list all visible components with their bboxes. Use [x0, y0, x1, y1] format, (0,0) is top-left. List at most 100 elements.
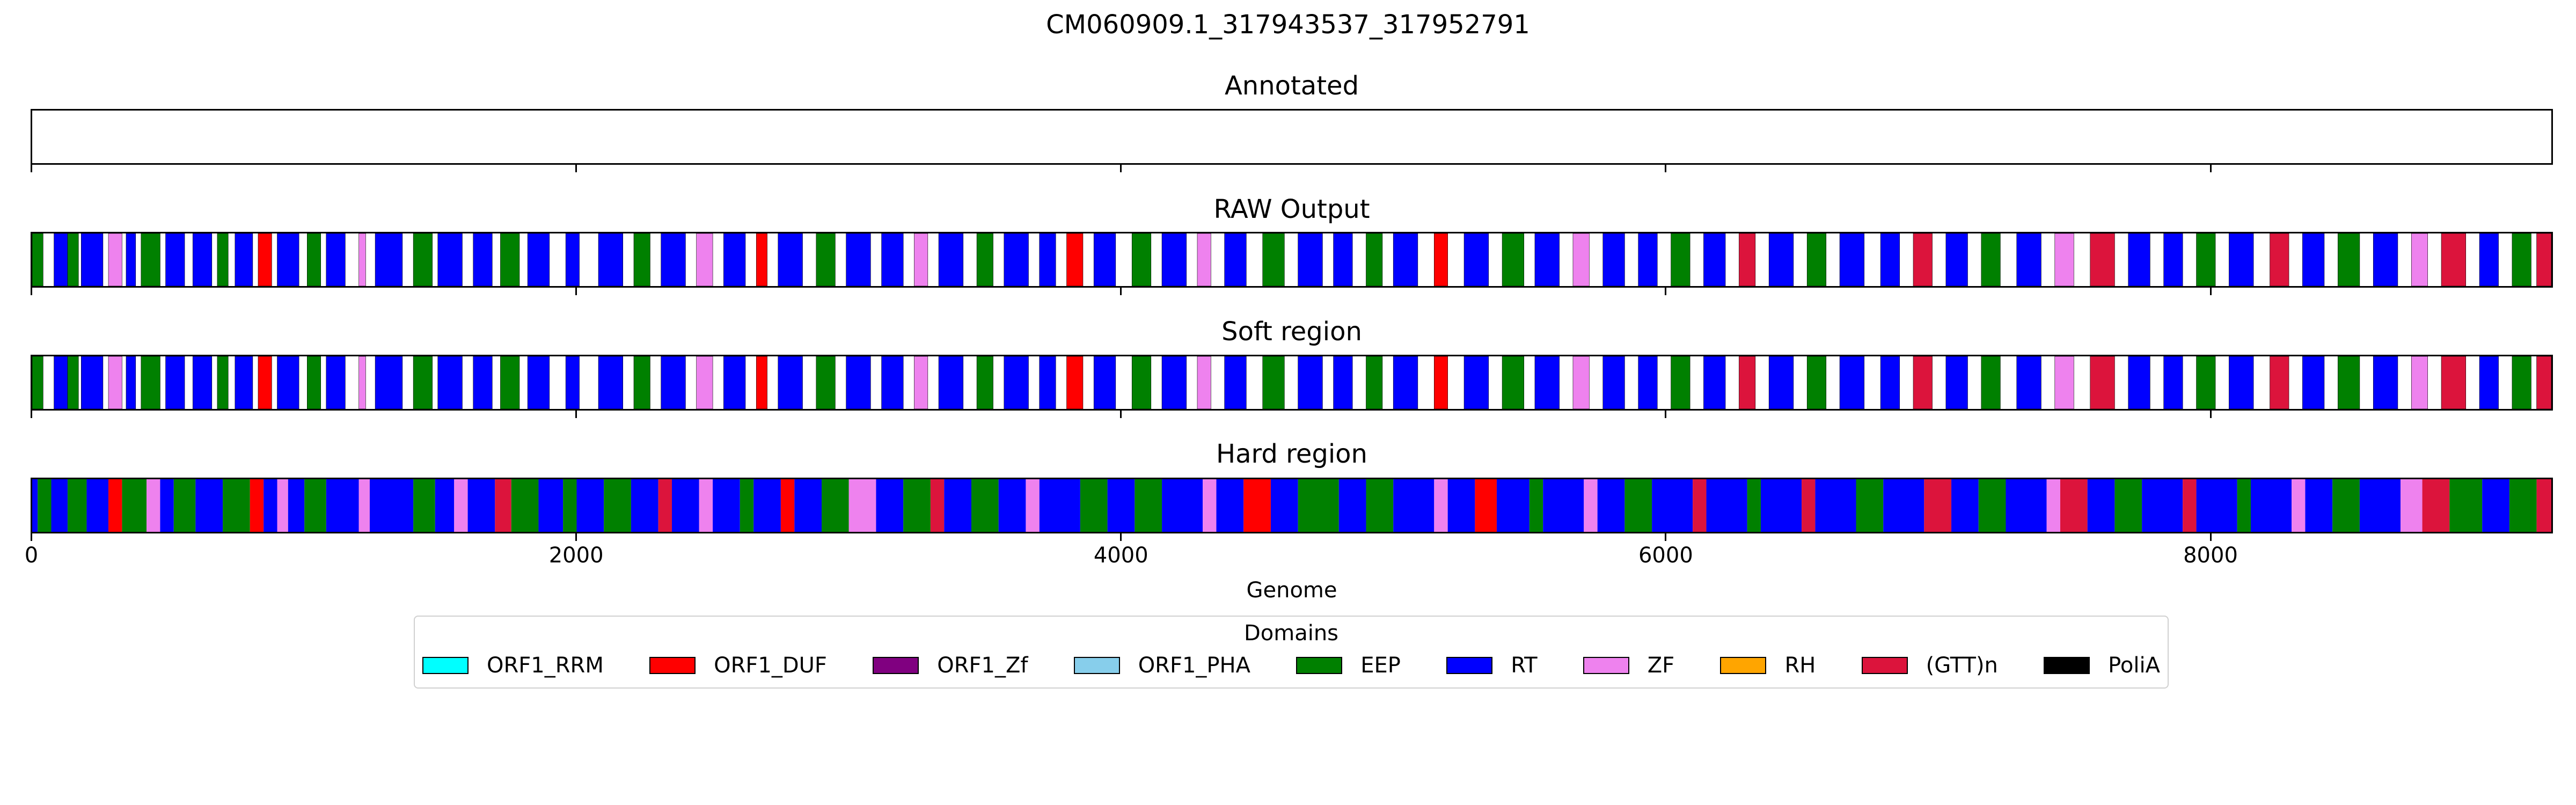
x-tick-mark-3-4 [2209, 533, 2212, 541]
segment-hard-region-67-zf [1584, 479, 1598, 532]
segment-soft-region-67-zf [2054, 356, 2074, 409]
segment-hard-region-89-rt [2196, 479, 2237, 532]
segment-hard-region-24-gtt-n [495, 479, 511, 532]
segment-hard-region-37-orf1-duf [780, 479, 795, 532]
segment-soft-region-70-rt [2163, 356, 2183, 409]
segment-hard-region-99-rt [2482, 479, 2509, 532]
segment-raw-output-76-rt [2373, 233, 2398, 286]
x-tick-label: 8000 [2183, 543, 2238, 568]
segment-soft-region-76-rt [2373, 356, 2398, 409]
segment-raw-output-14-rt [326, 233, 346, 286]
segment-hard-region-56-rt [1270, 479, 1298, 532]
segment-raw-output-75-eep [2338, 233, 2360, 286]
segment-soft-region-36-rt [1004, 356, 1029, 409]
segment-hard-region-9-eep [173, 479, 196, 532]
segment-hard-region-5-orf1-duf [108, 479, 122, 532]
panel-hard-region [31, 478, 2553, 533]
segment-soft-region-30-eep [816, 356, 836, 409]
segment-soft-region-15-zf [358, 356, 366, 409]
segment-soft-region-45-rt [1298, 356, 1323, 409]
segment-raw-output-32-rt [881, 233, 904, 286]
segment-soft-region-3-rt [81, 356, 104, 409]
panel-annotated [31, 109, 2553, 165]
panel-annotated-track [32, 111, 2551, 163]
x-tick-mark-1-1 [575, 288, 577, 295]
segment-raw-output-56-eep [1671, 233, 1690, 286]
x-tick-mark-3-3 [1665, 533, 1667, 541]
x-tick-mark-2-3 [1665, 411, 1667, 418]
segment-raw-output-27-rt [723, 233, 746, 286]
segment-soft-region-9-eep [217, 356, 229, 409]
panel-title-annotated: Annotated [1224, 71, 1359, 101]
segment-hard-region-90-eep [2237, 479, 2251, 532]
segment-raw-output-2-eep [67, 233, 79, 286]
segment-hard-region-60-rt [1393, 479, 1435, 532]
segment-raw-output-10-rt [235, 233, 253, 286]
segment-raw-output-68-gtt-n [2090, 233, 2115, 286]
segment-raw-output-25-rt [661, 233, 686, 286]
legend-swatch-eep [1296, 657, 1343, 674]
segment-soft-region-62-rt [1880, 356, 1900, 409]
segment-soft-region-79-rt [2479, 356, 2499, 409]
segment-soft-region-53-zf [1572, 356, 1590, 409]
segment-raw-output-16-rt [375, 233, 403, 286]
segment-hard-region-16-eep [304, 479, 326, 532]
segment-raw-output-34-rt [938, 233, 964, 286]
segment-raw-output-73-gtt-n [2270, 233, 2289, 286]
panel-soft-region-track [32, 356, 2551, 409]
segment-soft-region-37-rt [1039, 356, 1056, 409]
segment-soft-region-1-rt [54, 356, 68, 409]
segment-raw-output-77-zf [2411, 233, 2428, 286]
segment-hard-region-73-eep [1747, 479, 1761, 532]
segment-soft-region-38-orf1-duf [1066, 356, 1084, 409]
segment-soft-region-59-rt [1768, 356, 1794, 409]
x-tick-mark-0-3 [1665, 165, 1667, 172]
segment-hard-region-33-zf [699, 479, 713, 532]
segment-hard-region-66-rt [1543, 479, 1584, 532]
segment-soft-region-78-gtt-n [2441, 356, 2467, 409]
segment-hard-region-46-rt [998, 479, 1026, 532]
segment-raw-output-41-rt [1161, 233, 1187, 286]
segment-soft-region-64-rt [1945, 356, 1968, 409]
x-tick-mark-2-4 [2209, 411, 2212, 418]
panel-hard-region-track [32, 479, 2551, 532]
segment-soft-region-2-eep [67, 356, 79, 409]
segment-soft-region-71-eep [2196, 356, 2216, 409]
segment-hard-region-42-eep [903, 479, 931, 532]
segment-hard-region-11-eep [223, 479, 250, 532]
legend-title: Domains [1243, 621, 1339, 646]
segment-soft-region-54-rt [1602, 356, 1625, 409]
segment-hard-region-71-gtt-n [1693, 479, 1707, 532]
segment-soft-region-40-eep [1131, 356, 1152, 409]
segment-soft-region-68-gtt-n [2090, 356, 2115, 409]
segment-soft-region-77-zf [2411, 356, 2428, 409]
figure-title: CM060909.1_317943537_317952791 [1046, 10, 1530, 40]
segment-raw-output-64-rt [1945, 233, 1968, 286]
legend-label: ORF1_RRM [487, 653, 604, 678]
legend-item-polia: PoliA [2044, 653, 2160, 678]
segment-soft-region-35-eep [976, 356, 993, 409]
legend-swatch-orf1-zf [873, 657, 919, 674]
segment-soft-region-8-rt [192, 356, 213, 409]
segment-soft-region-66-rt [2016, 356, 2041, 409]
segment-hard-region-82-rt [2006, 479, 2047, 532]
segment-hard-region-29-eep [604, 479, 631, 532]
segment-hard-region-81-eep [1978, 479, 2006, 532]
segment-hard-region-40-zf [848, 479, 876, 532]
segment-hard-region-21-rt [435, 479, 455, 532]
segment-soft-region-21-rt [527, 356, 550, 409]
x-tick-mark-1-3 [1665, 288, 1667, 295]
segment-raw-output-80-eep [2512, 233, 2531, 286]
segment-raw-output-70-rt [2163, 233, 2183, 286]
segment-raw-output-69-rt [2128, 233, 2150, 286]
segment-raw-output-47-eep [1366, 233, 1383, 286]
x-tick-mark-0-0 [31, 165, 32, 172]
segment-soft-region-18-rt [437, 356, 463, 409]
segment-raw-output-5-rt [126, 233, 136, 286]
segment-soft-region-24-eep [633, 356, 650, 409]
segment-soft-region-47-eep [1366, 356, 1383, 409]
segment-hard-region-97-gtt-n [2422, 479, 2450, 532]
segment-hard-region-27-eep [563, 479, 577, 532]
segment-raw-output-1-rt [54, 233, 68, 286]
legend-item-orf1-rrm: ORF1_RRM [422, 653, 604, 678]
